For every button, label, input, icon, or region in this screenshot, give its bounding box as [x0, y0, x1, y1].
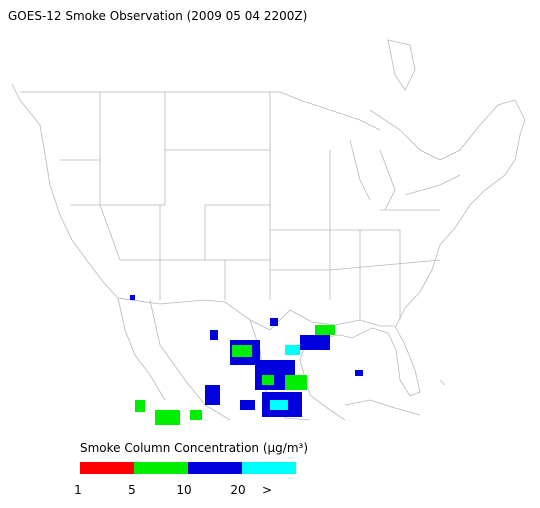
color-bin	[188, 462, 242, 474]
color-bin	[80, 462, 134, 474]
color-label: 1	[74, 483, 82, 497]
color-bar: 1 5 10 20 >	[74, 462, 296, 497]
legend-title: Smoke Column Concentration (μg/m³)	[80, 441, 308, 455]
color-bin	[242, 462, 296, 474]
color-label: 20	[230, 483, 245, 497]
color-bin	[134, 462, 188, 474]
map-title: GOES-12 Smoke Observation (2009 05 04 22…	[8, 9, 307, 23]
smoke-patches	[130, 295, 363, 425]
color-label: 5	[128, 483, 136, 497]
color-label: 10	[176, 483, 191, 497]
base-map	[11, 39, 526, 421]
color-label: >	[262, 483, 272, 497]
